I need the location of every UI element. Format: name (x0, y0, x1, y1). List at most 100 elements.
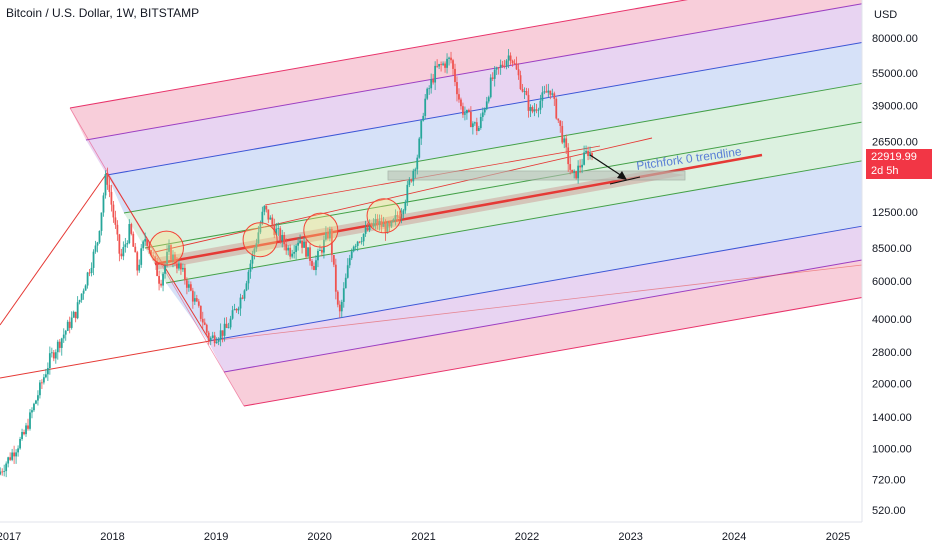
candle-body (477, 127, 480, 131)
candle-body (537, 109, 540, 111)
candle-body (384, 223, 387, 234)
candle-body (122, 247, 125, 257)
candle-body (251, 253, 254, 264)
candle-body (241, 297, 244, 299)
x-tick-label-7: 2024 (722, 531, 746, 543)
candle-body (31, 410, 33, 413)
candle-body (279, 228, 282, 241)
candle-body (271, 217, 274, 225)
candle-body (382, 223, 385, 227)
candle-body (174, 254, 176, 264)
candle-body (90, 267, 93, 273)
y-axis[interactable]: USD80000.0055000.0039000.0026500.0018500… (861, 0, 932, 550)
candle-body (277, 228, 280, 230)
candle-body (529, 107, 532, 111)
candle-body (577, 165, 580, 179)
candle-body (74, 311, 77, 319)
candle-body (176, 263, 178, 269)
candle-body (62, 334, 65, 339)
candle-body (313, 266, 315, 270)
candle-body (184, 267, 186, 281)
y-tick-label-3: 26500.00 (872, 137, 918, 149)
candle-body (340, 301, 343, 312)
candle-body (265, 205, 268, 210)
candle-body (434, 65, 437, 83)
candle-body (104, 174, 107, 196)
y-tick-label-0: 80000.00 (872, 33, 918, 45)
y-tick-label-10: 2000.00 (872, 379, 912, 391)
candle-body (452, 60, 454, 69)
y-tick-label-2: 39000.00 (872, 100, 918, 112)
candle-body (430, 79, 433, 89)
pitchfork-line-6 (207, 225, 863, 342)
candle-body (511, 60, 514, 64)
candle-body (579, 165, 582, 168)
candle-body (1, 471, 4, 473)
candle-body (507, 55, 510, 61)
bar-countdown: 2d 5h (871, 165, 899, 177)
pitchfork-line-7 (223, 259, 863, 373)
candle-body (569, 164, 572, 170)
candle-body (13, 452, 16, 457)
candle-body (330, 228, 333, 255)
x-axis[interactable]: 2017 2018 2019 2020 2021 2022 2023 2024 2025 (0, 521, 862, 543)
candle-body (466, 109, 468, 114)
candle-body (114, 217, 117, 225)
candle-body (58, 341, 61, 348)
candle-body (497, 67, 500, 69)
candle-body (140, 248, 143, 265)
candle-body (23, 432, 25, 435)
candle-body (356, 241, 359, 246)
candle-body (326, 232, 329, 239)
y-tick-label-8: 4000.00 (872, 314, 912, 326)
candle-body (142, 241, 145, 249)
candle-body (245, 283, 248, 291)
candle-body (491, 77, 494, 79)
candle-body (428, 88, 431, 90)
candle-body (48, 353, 51, 369)
candle-body (450, 57, 452, 61)
candle-body (483, 109, 486, 113)
candle-body (221, 330, 224, 336)
y-tick-label-6: 8500.00 (872, 243, 912, 255)
candle-body (509, 55, 512, 61)
candle-body (305, 241, 307, 257)
candle-body (150, 250, 153, 256)
candle-body (362, 233, 365, 242)
candle-body (589, 153, 591, 156)
lower-trendline (0, 340, 211, 379)
candle-body (352, 246, 355, 252)
chart-title: Bitcoin / U.S. Dollar, 1W, BITSTAMP (6, 6, 200, 20)
candle-body (563, 138, 566, 143)
candle-body (489, 77, 492, 98)
candle-body (561, 125, 564, 143)
candle-body (259, 223, 262, 233)
pitchfork-band-7 (224, 259, 862, 406)
candle-body (72, 311, 75, 318)
candle-body (253, 248, 256, 254)
candle-body (567, 147, 570, 165)
candle-body (225, 323, 228, 328)
candle-body (68, 321, 71, 328)
candle-body (348, 258, 351, 266)
candle-body (7, 457, 10, 464)
candle-body (110, 191, 113, 205)
candle-body (203, 322, 206, 325)
x-tick-label-4: 2021 (411, 531, 435, 543)
candle-body (521, 89, 524, 92)
candle-body (70, 317, 73, 328)
candle-body (368, 223, 371, 231)
candle-body (44, 374, 47, 378)
candle-body (328, 228, 331, 239)
pitchfork-line-3 (123, 82, 863, 214)
candle-body (559, 120, 562, 126)
candle-body (102, 195, 105, 213)
y-axis-unit: USD (874, 9, 897, 21)
x-tick-label-1: 2018 (100, 531, 124, 543)
candle-body (591, 153, 593, 157)
candle-body (275, 228, 278, 235)
candle-body (311, 260, 313, 267)
candle-body (180, 263, 182, 270)
